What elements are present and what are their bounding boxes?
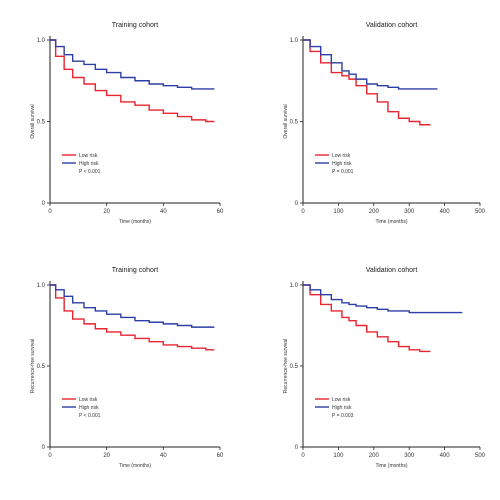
- panel-4-y-tick-label: 0: [295, 445, 299, 451]
- panel-2-legend-entry: Low risk: [332, 153, 351, 159]
- panel-3-x-tick-label: 40: [160, 453, 167, 459]
- panel-3-x-tick-label: 60: [217, 453, 224, 459]
- panel-2-x-tick-label: 100: [333, 209, 344, 215]
- panel-1-x-tick-label: 40: [160, 209, 167, 215]
- panel-4-y-axis-label: Recurrence-free survival: [283, 339, 289, 393]
- panel-2-x-tick-label: 200: [369, 209, 380, 215]
- panel-1-series-high-risk-line: [50, 39, 215, 90]
- panel-2-legend-entry: P = 0.001: [332, 169, 354, 175]
- panel-4-x-axis-label: Time (months): [375, 463, 407, 469]
- panel-3-series-high-risk-line: [50, 284, 215, 328]
- panel-3-title: Training cohort: [112, 267, 158, 274]
- panel-3-legend-entry: P < 0.001: [79, 413, 101, 419]
- panel-2-series-low-risk-line: [303, 39, 431, 126]
- panel-2-y-tick-label: 1.0: [290, 38, 299, 44]
- panel-1-y-axis-label: Overall survival: [30, 104, 36, 138]
- panel-2-y-axis-label: Overall survival: [283, 104, 289, 138]
- panel-4-x-tick-label: 500: [475, 453, 486, 459]
- panel-4-x-tick-label: 300: [404, 453, 415, 459]
- panel-4-x-tick-label: 100: [333, 453, 344, 459]
- panel-2-legend-entry: High risk: [332, 161, 352, 167]
- panel-3-legend-entry: High risk: [79, 405, 99, 411]
- panel-2-y-tick-label: 0: [295, 201, 299, 207]
- panel-3-x-tick-label: 0: [48, 453, 52, 459]
- panel-4-series-low-risk-line: [303, 284, 431, 353]
- panel-1-series-low-risk-line: [50, 39, 215, 123]
- panel-4-x-tick-label: 400: [440, 453, 451, 459]
- panel-1-y-tick-label: 0.5: [37, 120, 46, 126]
- panel-1-x-tick-label: 0: [48, 209, 52, 215]
- panel-1-legend-entry: High risk: [79, 161, 99, 167]
- panel-1-legend-entry: P < 0.001: [79, 169, 101, 175]
- panel-2-x-axis-label: Time (months): [375, 219, 407, 225]
- panel-1-title: Training cohort: [112, 22, 158, 29]
- panel-3-legend-entry: Low risk: [79, 397, 98, 403]
- panel-4-legend-entry: P = 0.003: [332, 413, 354, 419]
- panel-2-y-tick-label: 0.5: [290, 120, 299, 126]
- panel-2-series-high-risk-line: [303, 39, 438, 90]
- panel-1-x-axis-label: Time (months): [119, 219, 151, 225]
- panel-1-y-tick-label: 1.0: [37, 38, 46, 44]
- panel-4-title: Validation cohort: [366, 267, 418, 274]
- panel-1-x-tick-label: 60: [217, 209, 224, 215]
- panel-2-x-tick-label: 0: [301, 209, 305, 215]
- panel-3-series-low-risk-line: [50, 284, 215, 351]
- panel-3-y-axis-label: Recurrence-free survival: [30, 339, 36, 393]
- panel-4-series-high-risk-line: [303, 284, 463, 314]
- panel-4-x-tick-label: 200: [369, 453, 380, 459]
- panel-3-y-tick-label: 0.5: [37, 364, 46, 370]
- panel-2-x-tick-label: 400: [440, 209, 451, 215]
- panel-3-x-axis-label: Time (months): [119, 463, 151, 469]
- panel-4-y-tick-label: 0.5: [290, 364, 299, 370]
- panel-3-y-tick-label: 1.0: [37, 283, 46, 289]
- panel-1-legend-entry: Low risk: [79, 153, 98, 159]
- panel-3-y-tick-label: 0: [42, 445, 46, 451]
- panel-3-x-tick-label: 20: [103, 453, 110, 459]
- panel-4-y-tick-label: 1.0: [290, 283, 299, 289]
- panel-4-x-tick-label: 0: [301, 453, 305, 459]
- panel-2-x-tick-label: 300: [404, 209, 415, 215]
- panel-4-legend-entry: Low risk: [332, 397, 351, 403]
- panel-1-x-tick-label: 20: [103, 209, 110, 215]
- panel-2-title: Validation cohort: [366, 22, 418, 29]
- panel-4-legend-entry: High risk: [332, 405, 352, 411]
- panel-2-x-tick-label: 500: [475, 209, 486, 215]
- panel-1-y-tick-label: 0: [42, 201, 46, 207]
